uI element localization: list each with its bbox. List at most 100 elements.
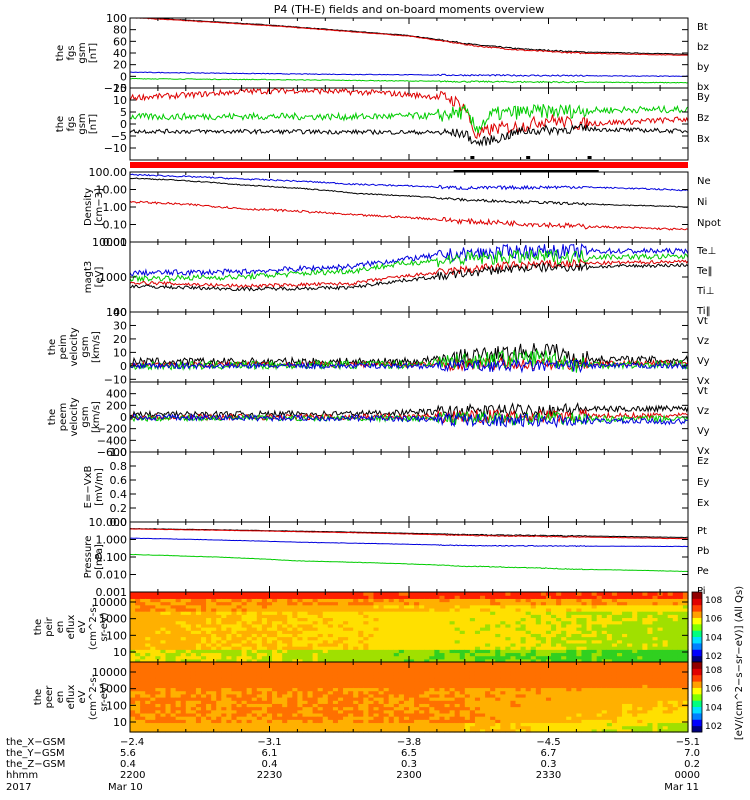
legend-Ey: Ey (697, 477, 709, 488)
y-tick-label: 0.4 (110, 488, 128, 501)
x-tick-value: 5.6 (120, 748, 136, 759)
x-tick-value: 0.4 (120, 759, 136, 770)
series-vx-line (129, 412, 689, 429)
legend-Te⊥: Te⊥ (696, 246, 716, 257)
y-tick-label: 0.6 (110, 474, 128, 487)
y-axis-label: velocity (69, 327, 80, 366)
legend-Npot: Npot (697, 218, 721, 229)
y-tick-label: −10 (104, 142, 127, 155)
y-tick-label: 10 (113, 646, 127, 659)
colorbar-swatch (692, 674, 702, 682)
y-axis-label: [km/s] (91, 331, 102, 363)
y-axis-label: [nPa] (94, 544, 105, 570)
y-axis-label: [mV/m] (94, 468, 105, 506)
y-tick-label: 0.001 (96, 586, 128, 599)
y-tick-label: 0.10 (103, 219, 128, 232)
colorbar-label: 104 (705, 633, 722, 643)
y-tick-label: 60 (113, 35, 127, 48)
legend-Ne: Ne (697, 176, 711, 187)
y-tick-label: 5 (120, 106, 127, 119)
x-axis-row-label: hhmm (6, 770, 38, 781)
colorbar-swatch (692, 668, 702, 676)
y-axis-label: sr-eV) (99, 612, 110, 641)
legend-by: by (697, 62, 709, 73)
y-tick-label: 1.000 (96, 534, 128, 547)
series-bz-line (130, 17, 689, 56)
y-tick-label: 10 (113, 94, 127, 107)
series-vy-line (129, 349, 689, 373)
y-tick-label: 20 (113, 59, 127, 72)
y-tick-label: 10.00 (96, 184, 128, 197)
y-tick-label: 1000 (99, 683, 127, 696)
colorbar-swatch (692, 662, 702, 669)
colorbar-swatch (692, 700, 702, 708)
colorbar-swatch (692, 687, 702, 695)
series-ni-line (129, 177, 689, 208)
y-axis-label: the (47, 409, 58, 425)
colorbar-swatch (692, 636, 702, 644)
y-tick-label: 80 (113, 24, 127, 37)
status-tick (526, 156, 531, 159)
y-axis-label: gsm (80, 406, 91, 427)
y-tick-label: −400 (97, 434, 127, 447)
y-axis-label: eflux (66, 685, 77, 710)
panel-pressure: Pt Pb Pe Pi 10.000 1.000 0.100 0.010 0.001Pressu… (83, 516, 709, 599)
y-axis-label: velocity (69, 397, 80, 436)
y-tick-label: 20 (113, 333, 127, 346)
series-bz-line (129, 87, 689, 140)
series-pb-line (129, 528, 689, 540)
y-tick-label: 1.0 (110, 446, 128, 459)
x-tick-value: −5.1 (676, 737, 700, 748)
x-axis-row-label: the_Y−GSM (6, 748, 65, 759)
x-tick-value: 0.3 (401, 759, 417, 770)
series-te-line (129, 258, 689, 289)
y-axis-label: the (33, 689, 44, 705)
series-vz-line (129, 408, 689, 425)
legend-Ex: Ex (697, 498, 709, 509)
series-vx-line (129, 358, 689, 374)
panel-density: Ne Ni Npot 100.00 10.00 1.00 0.10 0.01 Density [c… (83, 166, 721, 249)
x-tick-value: 0000 (675, 770, 700, 781)
x-tick-value: 2230 (257, 770, 282, 781)
legend-Vz: Vz (697, 406, 709, 417)
y-axis-label: eV (77, 620, 88, 633)
legend-Te‖: Te‖ (696, 266, 713, 277)
y-tick-label: 0 (120, 411, 127, 424)
series-by-line (129, 103, 689, 134)
y-axis-label: eV (77, 690, 88, 703)
y-tick-label: −10 (104, 373, 127, 386)
legend-Ez: Ez (697, 456, 709, 467)
colorbar-swatch (692, 719, 702, 727)
colorbar-label: 106 (705, 685, 722, 695)
y-axis-label: peer (44, 685, 55, 709)
y-axis-label: eflux (66, 615, 77, 640)
x-tick-value: 6.1 (262, 748, 278, 759)
legend-Pe: Pe (697, 566, 709, 577)
legend-Ni: Ni (697, 197, 707, 208)
legend-By: By (697, 92, 710, 103)
legend-Vy: Vy (697, 426, 710, 437)
y-axis-label: the (55, 45, 66, 61)
colorbar-label: 108 (705, 596, 722, 606)
panel-peir_flux: 108 106 104 102 10000 1000 100 10 the peir en eflux… (33, 591, 722, 663)
y-tick-label: 10000 (92, 236, 127, 249)
spectrogram-peer_flux (130, 662, 689, 733)
colorbar-title: [eV/(cm^2−s−sr−eV)] (All Qs) (734, 586, 745, 740)
panel-efield: Ez Ey Ex 1.00.80.60.40.20.0 E=−VxB [mV/m] (83, 446, 709, 529)
y-tick-label: 10.000 (89, 516, 128, 529)
y-tick-label: 100 (106, 629, 127, 642)
colorbar-swatch (692, 623, 702, 631)
legend-Vt: Vt (697, 386, 708, 397)
colorbar-swatch (692, 617, 702, 625)
series-pe-line (129, 553, 689, 573)
y-axis-label: fgs (66, 116, 77, 131)
colorbar-label: 106 (705, 615, 722, 625)
panel-temperature: Te⊥ Te‖ Ti⊥ Ti‖ 10000 1000 100 magt3 [eV] (83, 236, 716, 319)
figure-title: P4 (TH-E) fields and on-board moments ov… (274, 3, 545, 16)
y-axis-label: gsm (77, 113, 88, 134)
y-tick-label: 10000 (92, 596, 127, 609)
y-tick-label: 0.100 (96, 551, 128, 564)
y-tick-label: −600 (97, 446, 127, 459)
x-tick-value: −4.5 (536, 737, 560, 748)
